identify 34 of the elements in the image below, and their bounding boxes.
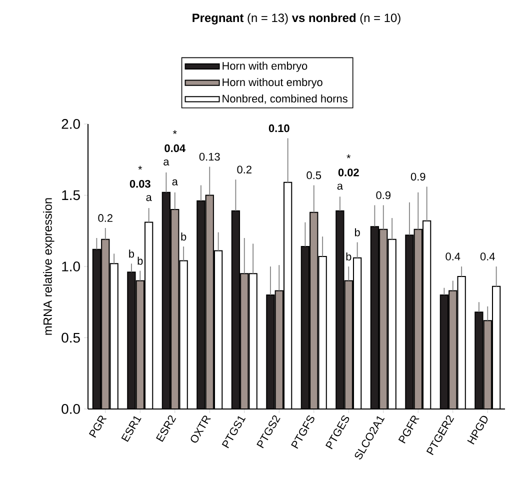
y-tick-label: 0.0 xyxy=(62,404,80,414)
legend-label: Horn with embryo xyxy=(222,62,308,72)
legend-label: Horn without embryo xyxy=(222,78,322,88)
annotation: 0.2 xyxy=(237,166,252,174)
chart-title: Pregnant (n = 13) vs nonbred (n = 10) xyxy=(192,13,400,24)
y-axis-title: mRNA relative expression xyxy=(43,198,54,335)
annotation: 0.4 xyxy=(480,252,495,260)
annotation: b xyxy=(346,252,352,261)
annotation: b xyxy=(138,256,143,265)
annotation: * xyxy=(138,166,142,170)
annotation: a xyxy=(337,184,343,190)
annotation: 0.4 xyxy=(446,252,460,260)
annotation: 0.13 xyxy=(199,152,220,161)
annotation: 0.2 xyxy=(98,214,112,222)
annotation: 0.5 xyxy=(306,171,322,180)
annotation: a xyxy=(146,195,152,202)
annotation: b xyxy=(129,250,134,258)
annotation: * xyxy=(172,130,177,134)
legend-label: Nonbred, combined horns xyxy=(222,94,348,104)
annotation: * xyxy=(346,154,351,158)
annotation: a xyxy=(164,159,170,166)
annotation: b xyxy=(354,228,360,236)
annotation: 0.10 xyxy=(268,124,290,132)
annotation: 0.03 xyxy=(130,180,150,188)
annotation: a xyxy=(172,179,178,186)
y-tick-label: 1.5 xyxy=(62,190,80,200)
annotation: 0.9 xyxy=(410,172,426,181)
annotation: b xyxy=(181,232,186,241)
annotation: 0.9 xyxy=(376,191,390,200)
y-tick-label: 1.0 xyxy=(62,262,80,272)
y-tick-label: 0.5 xyxy=(62,332,80,343)
annotation: 0.02 xyxy=(338,168,359,176)
y-tick-label: 2.0 xyxy=(62,119,80,129)
annotation: 0.04 xyxy=(164,144,186,152)
